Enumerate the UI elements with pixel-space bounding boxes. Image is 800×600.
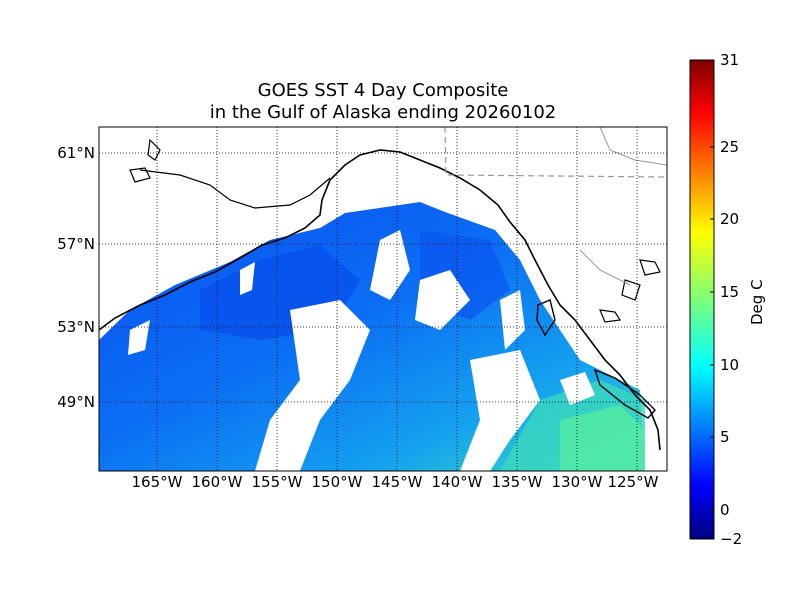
international-border — [444, 127, 667, 178]
lon-label-145w: 145°W — [371, 473, 423, 491]
lat-label-53n: 53°N — [57, 318, 95, 336]
lat-label-49n: 49°N — [57, 393, 95, 411]
lon-label-135w: 135°W — [491, 473, 543, 491]
colorbar-tick-0: 0 — [720, 501, 730, 519]
colorbar-tick-minus-2: −2 — [720, 530, 743, 548]
colorbar-label: Deg C — [748, 279, 766, 325]
lat-label-61n: 61°N — [57, 144, 95, 162]
colorbar — [689, 59, 715, 540]
lon-label-165w: 165°W — [131, 473, 183, 491]
map-title-line-1: GOES SST 4 Day Composite — [257, 80, 509, 101]
colorbar-tick-15: 15 — [720, 283, 740, 301]
lat-label-57n: 57°N — [57, 235, 95, 253]
lon-label-130w: 130°W — [551, 473, 603, 491]
map-title-line-2: in the Gulf of Alaska ending 20260102 — [209, 102, 557, 123]
colorbar-tick-31: 31 — [720, 51, 740, 69]
map-frame — [98, 126, 668, 472]
lon-label-140w: 140°W — [431, 473, 483, 491]
gridlines — [99, 127, 667, 471]
lon-label-125w: 125°W — [607, 473, 659, 491]
colorbar-tick-25: 25 — [720, 138, 740, 156]
colorbar-tick-5: 5 — [720, 428, 730, 446]
lon-label-150w: 150°W — [311, 473, 363, 491]
colorbar-tick-20: 20 — [720, 210, 740, 228]
coastline — [99, 149, 661, 451]
lon-label-155w: 155°W — [251, 473, 303, 491]
colorbar-tick-10: 10 — [720, 356, 740, 374]
lon-label-160w: 160°W — [191, 473, 243, 491]
